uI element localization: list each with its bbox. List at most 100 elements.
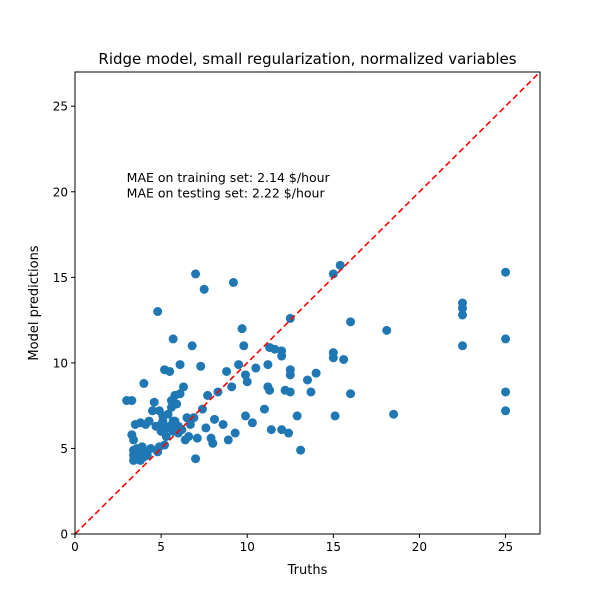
plot-frame: [74, 71, 541, 535]
data-point: [270, 344, 280, 354]
data-point: [165, 366, 175, 376]
data-point: [163, 409, 173, 419]
y-tick-label: 15: [53, 271, 68, 285]
data-point: [139, 378, 149, 388]
data-point: [208, 438, 218, 448]
data-point: [203, 390, 213, 400]
y-tick-label: 10: [53, 356, 68, 370]
data-point: [389, 409, 399, 419]
data-point: [148, 406, 157, 416]
data-point: [196, 361, 206, 371]
data-point: [328, 348, 338, 358]
data-point: [458, 310, 467, 320]
data-point: [192, 433, 202, 443]
data-point: [382, 325, 392, 335]
x-tick-label: 15: [326, 540, 341, 554]
data-point: [227, 382, 237, 392]
data-point: [346, 317, 356, 327]
data-point: [292, 411, 302, 421]
data-point: [218, 419, 228, 429]
data-point: [241, 411, 250, 421]
data-point: [239, 341, 249, 351]
data-point: [303, 375, 312, 385]
reference-diagonal-line: [74, 71, 541, 535]
data-point: [501, 387, 511, 397]
data-point: [458, 303, 467, 313]
data-point: [296, 445, 306, 455]
data-point: [330, 411, 340, 421]
data-point: [197, 404, 207, 414]
data-point: [241, 370, 250, 380]
data-point: [187, 341, 197, 351]
data-point: [201, 423, 211, 433]
data-point: [223, 435, 233, 445]
data-point: [234, 360, 244, 370]
data-point: [259, 404, 269, 414]
y-axis-label: Model predictions: [27, 245, 42, 360]
x-axis-ticks: 0 5 10 15 20 25: [71, 534, 513, 554]
data-point: [230, 428, 240, 438]
data-point: [263, 360, 273, 370]
data-point: [158, 416, 168, 426]
y-axis-ticks: 0 5 10 15 20 25: [53, 100, 75, 542]
data-point: [458, 341, 467, 351]
data-point: [144, 416, 154, 426]
data-point: [149, 397, 159, 407]
y-tick-label: 5: [60, 442, 68, 456]
data-point: [127, 396, 137, 406]
data-point: [228, 277, 238, 287]
points-layer: [122, 260, 511, 465]
data-point: [277, 346, 287, 356]
data-point: [306, 387, 316, 397]
data-point: [265, 385, 275, 395]
data-point: [501, 334, 511, 344]
data-point: [247, 418, 257, 428]
data-point: [185, 419, 195, 429]
data-point: [311, 368, 321, 378]
data-point: [335, 260, 345, 270]
x-tick-label: 25: [498, 540, 513, 554]
data-point: [146, 443, 156, 453]
data-point: [153, 307, 163, 317]
data-point: [266, 425, 276, 435]
x-axis-label: Truths: [287, 563, 328, 578]
data-point: [175, 360, 185, 370]
data-point: [142, 450, 152, 460]
data-point: [179, 382, 188, 392]
data-point: [191, 454, 201, 464]
data-point: [346, 389, 356, 399]
y-tick-label: 0: [60, 528, 68, 542]
data-point: [285, 370, 295, 380]
data-point: [189, 413, 199, 423]
data-point: [284, 428, 294, 438]
data-point: [177, 425, 187, 435]
data-point: [182, 413, 192, 423]
data-point: [242, 377, 252, 387]
data-point: [285, 313, 295, 323]
annotation-training-mae: MAE on training set: 2.14 $/hour: [127, 170, 331, 185]
data-point: [237, 324, 247, 334]
data-point: [277, 425, 287, 435]
data-point: [161, 431, 171, 441]
x-tick-label: 10: [240, 540, 255, 554]
data-point: [172, 399, 182, 409]
y-tick-label: 20: [53, 185, 68, 199]
data-point: [285, 387, 295, 397]
data-point: [199, 284, 209, 294]
data-point: [251, 363, 261, 373]
data-point: [168, 334, 178, 344]
annotation-testing-mae: MAE on testing set: 2.22 $/hour: [127, 185, 326, 200]
data-point: [501, 406, 511, 416]
x-tick-label: 0: [71, 540, 79, 554]
reference-line-layer: [74, 71, 541, 535]
data-point: [501, 267, 511, 277]
x-tick-label: 5: [157, 540, 165, 554]
chart-title: Ridge model, small regularization, norma…: [98, 50, 516, 68]
x-tick-label: 20: [412, 540, 427, 554]
data-point: [222, 366, 232, 376]
y-tick-label: 25: [53, 100, 68, 114]
data-point: [129, 435, 139, 445]
data-point: [175, 389, 185, 399]
